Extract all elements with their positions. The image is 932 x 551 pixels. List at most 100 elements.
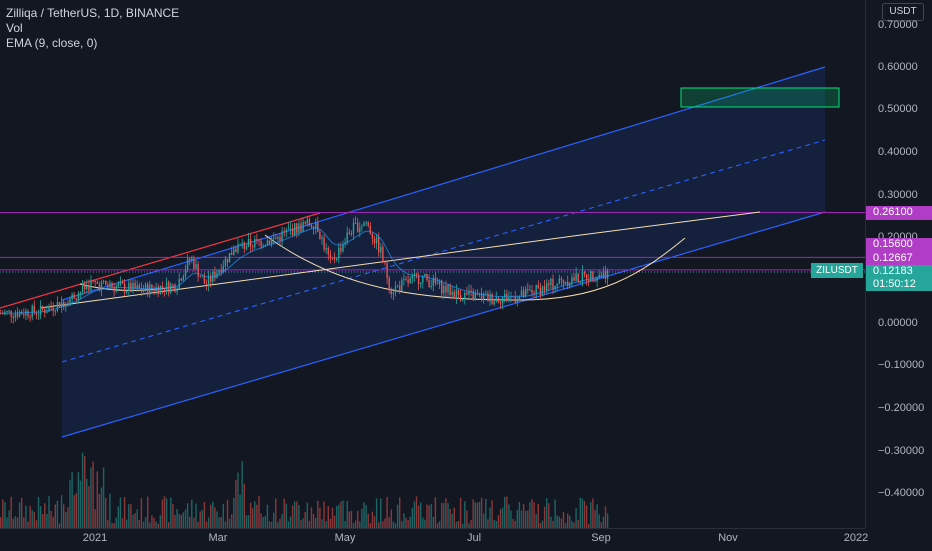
- volume-bar: [109, 493, 111, 528]
- volume-bar: [583, 501, 586, 528]
- candle-body: [409, 278, 411, 284]
- candle-body: [537, 285, 539, 288]
- volume-bar: [216, 511, 218, 528]
- volume-bar: [428, 505, 430, 528]
- volume-bar: [417, 505, 420, 528]
- volume-bar: [327, 506, 329, 528]
- candle-body: [29, 316, 31, 318]
- volume-bar: [518, 501, 521, 528]
- volume-bar: [88, 486, 90, 528]
- time-axis[interactable]: 2021 Mar May Jul Sep Nov 2022: [0, 528, 868, 551]
- volume-bar: [535, 514, 537, 528]
- volume-bar: [147, 496, 149, 528]
- volume-bar: [289, 516, 292, 528]
- chart-plot-area[interactable]: [0, 0, 865, 528]
- price-tick: 0.30000: [878, 189, 918, 201]
- price-tick: −0.10000: [878, 359, 925, 371]
- candle-body: [554, 285, 556, 290]
- candle-body: [283, 231, 285, 233]
- volume-bar: [100, 487, 103, 528]
- volume-bar: [151, 515, 153, 528]
- volume-bar: [493, 519, 495, 528]
- candle-body: [12, 316, 14, 318]
- volume-bar: [344, 521, 346, 528]
- candle-body: [123, 283, 126, 293]
- candle-body: [201, 276, 203, 278]
- symbol-title[interactable]: Zilliqa / TetherUS, 1D, BINANCE: [6, 6, 180, 20]
- volume-indicator-label[interactable]: Vol: [6, 21, 23, 35]
- volume-bar: [31, 510, 33, 528]
- ema-indicator-label[interactable]: EMA (9, close, 0): [6, 36, 98, 50]
- volume-bar: [12, 518, 14, 528]
- candle-body: [575, 273, 577, 281]
- candle-body: [14, 313, 17, 318]
- volume-bar: [81, 452, 84, 528]
- chart-legend: Zilliqa / TetherUS, 1D, BINANCE Vol EMA …: [6, 6, 179, 51]
- volume-bar: [306, 502, 308, 528]
- price-scale[interactable]: USDT 0.70000 0.60000 0.50000 0.40000 0.3…: [865, 0, 932, 528]
- volume-bar: [231, 514, 233, 528]
- candle-body: [191, 258, 193, 261]
- channel-lower-line: [61, 211, 826, 438]
- volume-bar: [249, 502, 252, 528]
- time-tick: Jul: [466, 532, 482, 544]
- price-tick: 0.00000: [878, 317, 918, 329]
- volume-bar: [130, 504, 132, 528]
- resistance-trendline: [0, 212, 321, 309]
- target-zone-box: [680, 87, 840, 108]
- candle-body: [147, 284, 149, 295]
- volume-bar: [495, 520, 497, 528]
- volume-bar: [58, 523, 61, 528]
- volume-bar: [268, 521, 271, 528]
- candle-body: [550, 278, 552, 286]
- volume-bar: [510, 510, 512, 528]
- volume-bar: [218, 517, 220, 528]
- volume-bar: [199, 511, 201, 528]
- volume-bar: [294, 501, 296, 528]
- price-tick: 0.40000: [878, 146, 918, 158]
- candle-body: [58, 302, 61, 308]
- currency-button[interactable]: USDT: [882, 3, 924, 21]
- volume-bar: [144, 517, 147, 528]
- candle-body: [548, 283, 550, 286]
- volume-bar: [390, 509, 392, 528]
- volume-bar: [596, 504, 598, 528]
- candle-body: [111, 282, 113, 288]
- candle-body: [214, 271, 216, 279]
- candle-body: [109, 282, 111, 287]
- candle-body: [266, 240, 269, 246]
- candle-body: [113, 287, 115, 292]
- candle-body: [63, 301, 65, 308]
- candle-body: [420, 282, 422, 285]
- volume-bar: [270, 521, 273, 528]
- time-tick: 2021: [82, 532, 108, 544]
- volume-bar: [94, 509, 96, 528]
- time-tick: Nov: [718, 532, 738, 544]
- candle-body: [275, 237, 277, 239]
- candle-body: [155, 286, 157, 292]
- candle-body: [325, 248, 327, 250]
- candle-body: [464, 292, 466, 300]
- volume-bar: [447, 503, 449, 528]
- volume-bar: [312, 514, 315, 528]
- candle-body: [579, 281, 581, 283]
- volume-bar: [296, 501, 298, 528]
- candle-body: [606, 270, 609, 279]
- volume-bar: [459, 497, 462, 528]
- candle-body: [346, 232, 348, 243]
- volume-bar: [552, 520, 554, 528]
- volume-bar: [228, 518, 231, 528]
- candle-body: [199, 276, 201, 278]
- volume-bar: [117, 506, 119, 528]
- volume-bar: [491, 500, 493, 528]
- candle-body: [491, 294, 493, 304]
- chart-canvas[interactable]: [0, 0, 865, 528]
- candle-body: [394, 286, 397, 293]
- volume-bar: [113, 523, 115, 528]
- candle-body: [165, 282, 168, 292]
- volume-bar: [182, 512, 185, 528]
- price-tick: 0.70000: [878, 19, 918, 31]
- candle-body: [210, 275, 212, 282]
- volume-bar: [247, 515, 250, 528]
- candle-body: [100, 281, 103, 291]
